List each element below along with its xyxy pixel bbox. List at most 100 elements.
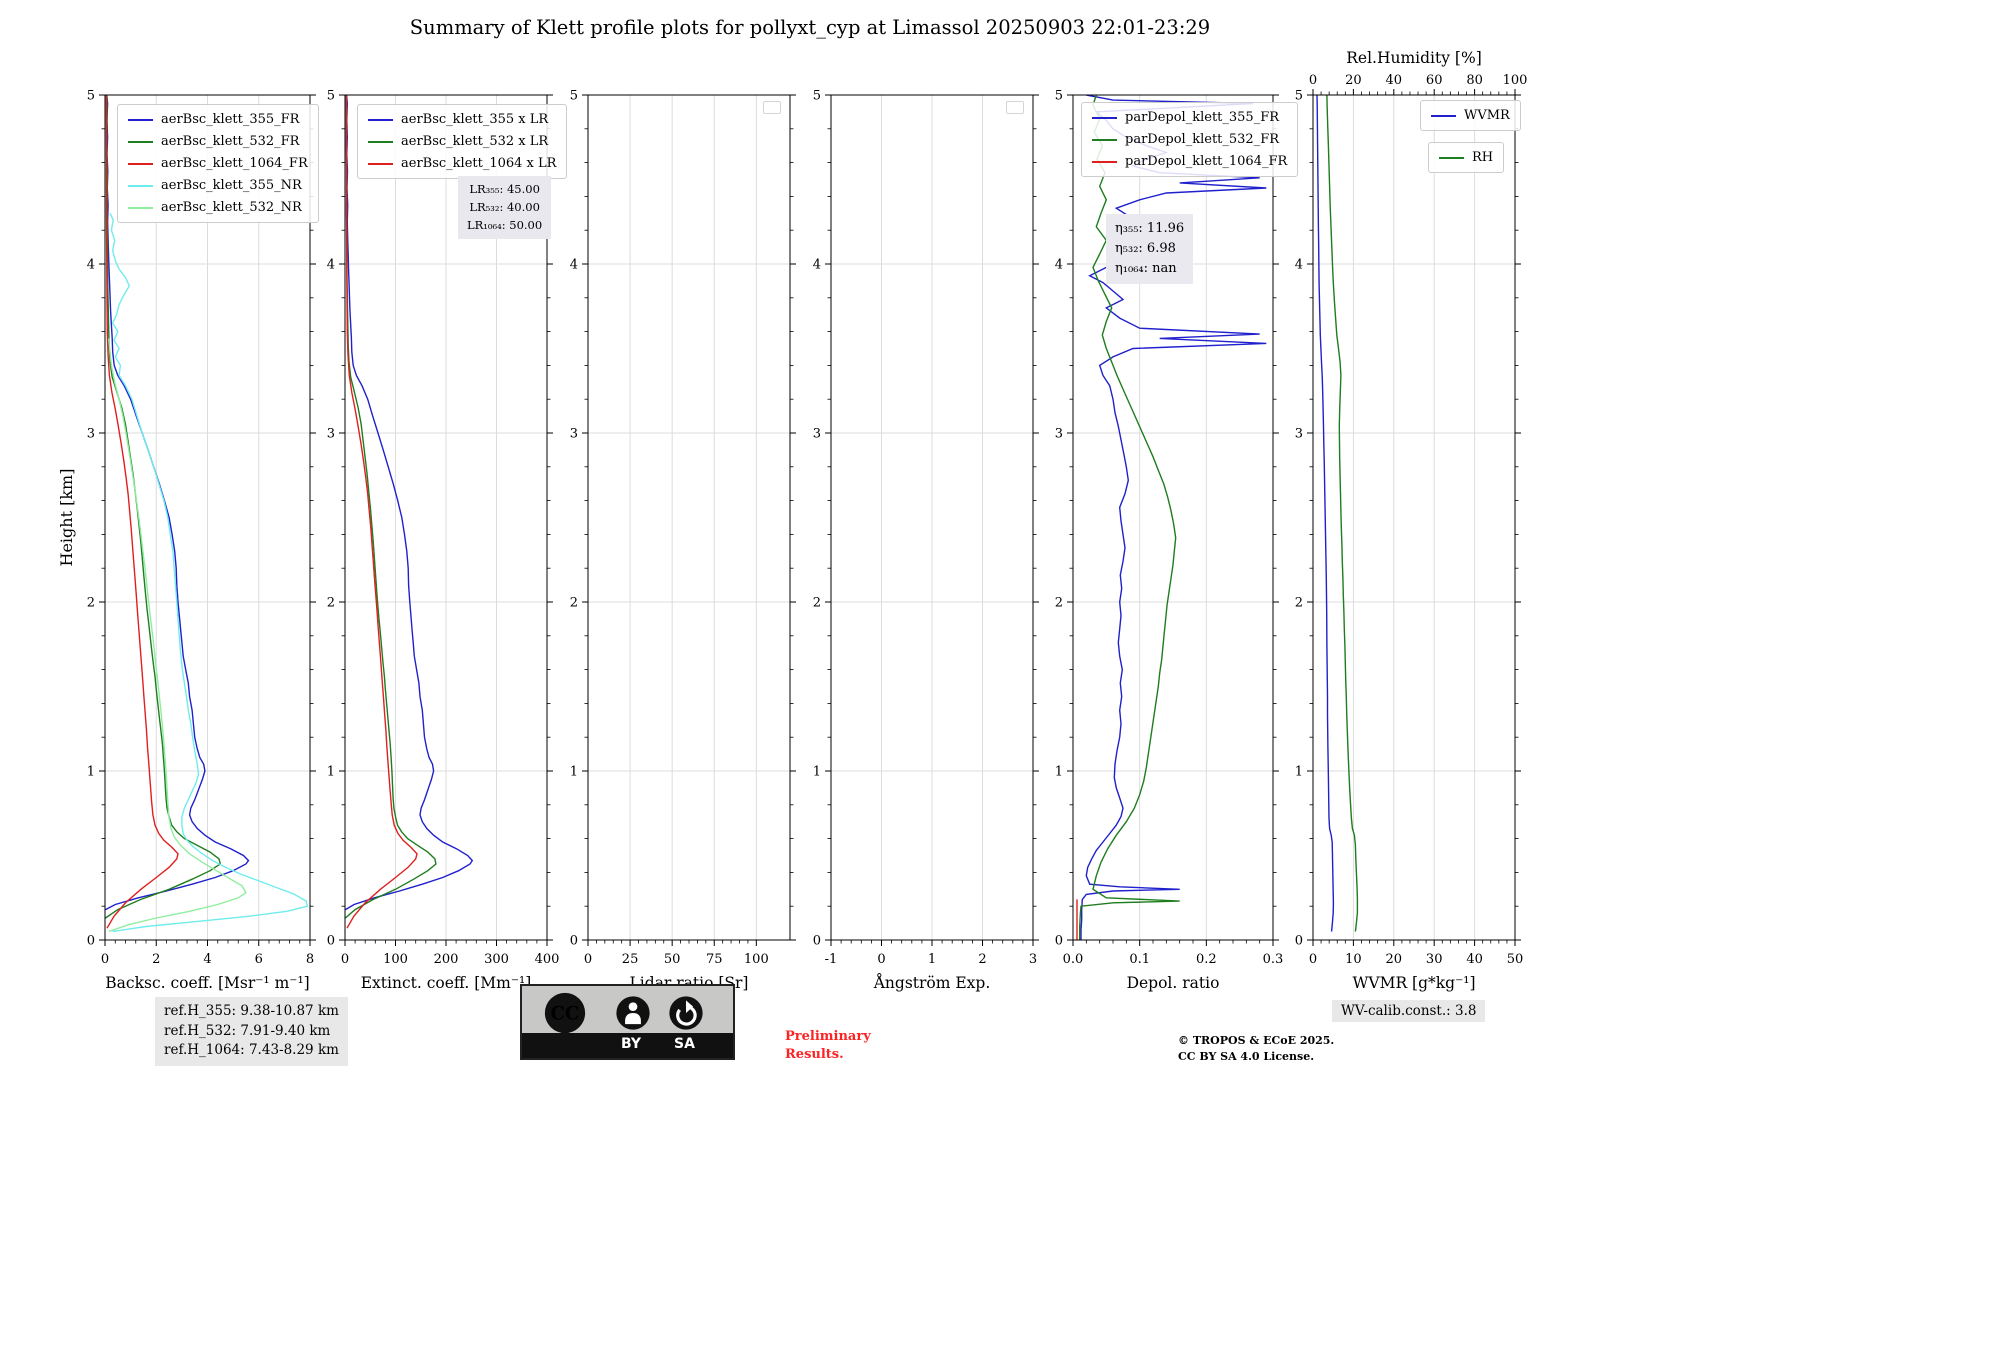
legend-entry: parDepol_klett_355_FR bbox=[1092, 109, 1287, 126]
legend-entry: aerBsc_klett_1064_FR bbox=[128, 155, 308, 172]
svg-text:3: 3 bbox=[1029, 952, 1037, 967]
svg-text:8: 8 bbox=[306, 952, 314, 967]
svg-text:3: 3 bbox=[813, 427, 821, 442]
legend-entry: aerBsc_klett_1064 x LR bbox=[368, 155, 556, 172]
legend-label: WVMR bbox=[1464, 108, 1510, 123]
legend-line-swatch bbox=[1092, 160, 1117, 163]
svg-text:2: 2 bbox=[152, 952, 160, 967]
svg-text:2: 2 bbox=[1295, 596, 1303, 611]
copyright-note: © TROPOS & ECoE 2025. CC BY SA 4.0 Licen… bbox=[1178, 1033, 1334, 1065]
svg-text:0.1: 0.1 bbox=[1129, 952, 1150, 967]
legend-extinction: aerBsc_klett_355 x LR aerBsc_klett_532 x … bbox=[357, 104, 568, 179]
cc-bar: BY SA bbox=[522, 1033, 733, 1058]
svg-text:20: 20 bbox=[1345, 73, 1362, 88]
legend-label: aerBsc_klett_355_FR bbox=[161, 112, 300, 127]
svg-text:0: 0 bbox=[101, 952, 109, 967]
svg-text:200: 200 bbox=[434, 952, 459, 967]
svg-text:4: 4 bbox=[327, 258, 335, 273]
svg-text:20: 20 bbox=[1386, 952, 1403, 967]
svg-text:100: 100 bbox=[383, 952, 408, 967]
legend-entry: WVMR bbox=[1431, 107, 1510, 124]
legend-line-swatch bbox=[128, 184, 153, 187]
svg-text:0: 0 bbox=[584, 952, 592, 967]
legend-line-swatch bbox=[1439, 156, 1464, 159]
svg-text:4: 4 bbox=[87, 258, 95, 273]
legend-entry: aerBsc_klett_532_NR bbox=[128, 199, 308, 216]
svg-text:0: 0 bbox=[813, 934, 821, 949]
svg-text:100: 100 bbox=[744, 952, 769, 967]
cc-sa-arrow-icon bbox=[669, 996, 703, 1030]
legend-label: parDepol_klett_1064_FR bbox=[1125, 154, 1288, 169]
legend-line-swatch bbox=[1092, 116, 1117, 119]
legend-label: parDepol_klett_355_FR bbox=[1125, 110, 1280, 125]
xlabel-wvmr: WVMR [g*kg⁻¹] bbox=[1352, 974, 1475, 992]
cc-by-person-icon bbox=[616, 996, 650, 1030]
xlabel-depol_ratio: Depol. ratio bbox=[1127, 974, 1220, 992]
svg-text:1: 1 bbox=[570, 765, 578, 780]
preliminary-note: Preliminary Results. bbox=[785, 1028, 871, 1063]
series-aerBsc_klett_355_FR bbox=[105, 95, 250, 911]
legend-line-swatch bbox=[1431, 114, 1456, 117]
legend-entry: parDepol_klett_532_FR bbox=[1092, 131, 1287, 148]
legend-label: RH bbox=[1472, 150, 1494, 165]
svg-text:50: 50 bbox=[664, 952, 681, 967]
legend-entry: aerBsc_klett_355_NR bbox=[128, 177, 308, 194]
svg-text:1: 1 bbox=[813, 765, 821, 780]
series-aerBsc_klett_532_NR bbox=[108, 338, 247, 933]
xlabel-backscatter: Backsc. coeff. [Msr⁻¹ m⁻¹] bbox=[105, 974, 309, 992]
svg-text:80: 80 bbox=[1466, 73, 1483, 88]
series-aerBsc_klett_1064_FR bbox=[105, 95, 179, 929]
series-parDepol_klett_355_FR bbox=[1080, 95, 1267, 940]
svg-text:4: 4 bbox=[1295, 258, 1303, 273]
cc-icon: CC bbox=[544, 992, 586, 1034]
legend-wvmr: WVMR bbox=[1420, 100, 1521, 131]
svg-text:0: 0 bbox=[1295, 934, 1303, 949]
legend-entry: parDepol_klett_1064_FR bbox=[1092, 153, 1287, 170]
svg-text:40: 40 bbox=[1466, 952, 1483, 967]
svg-text:5: 5 bbox=[87, 89, 95, 104]
legend-label: aerBsc_klett_532_FR bbox=[161, 134, 300, 149]
legend-entry: aerBsc_klett_532_FR bbox=[128, 133, 308, 150]
svg-text:CC: CC bbox=[551, 1004, 580, 1025]
series-WVMR bbox=[1316, 95, 1335, 932]
svg-text:3: 3 bbox=[1055, 427, 1063, 442]
wv-calib-note: WV-calib.const.: 3.8 bbox=[1332, 1000, 1486, 1022]
svg-text:5: 5 bbox=[813, 89, 821, 104]
svg-text:2: 2 bbox=[978, 952, 986, 967]
svg-text:5: 5 bbox=[1055, 89, 1063, 104]
preliminary-line1: Preliminary bbox=[785, 1029, 871, 1044]
ref-height-532: ref.H_532: 7.91-9.40 km bbox=[164, 1022, 331, 1039]
top-axis-label-wvmr: Rel.Humidity [%] bbox=[1346, 49, 1482, 67]
legend-line-swatch bbox=[128, 140, 153, 143]
svg-text:4: 4 bbox=[1055, 258, 1063, 273]
legend-empty-lidar-ratio bbox=[763, 101, 781, 114]
svg-text:1: 1 bbox=[1055, 765, 1063, 780]
eta-annotation: η₃₅₅: 11.96 η₅₃₂: 6.98 η₁₀₆₄: nan bbox=[1106, 214, 1194, 285]
svg-text:25: 25 bbox=[622, 952, 639, 967]
legend-label: aerBsc_klett_532 x LR bbox=[401, 134, 549, 149]
svg-text:100: 100 bbox=[1503, 73, 1528, 88]
svg-text:2: 2 bbox=[813, 596, 821, 611]
legend-line-swatch bbox=[1092, 138, 1117, 141]
legend-empty-angstrom bbox=[1006, 101, 1024, 114]
series-aerBsc_klett_355_NR bbox=[109, 213, 309, 933]
svg-text:0: 0 bbox=[87, 934, 95, 949]
copyright-line1: © TROPOS & ECoE 2025. bbox=[1178, 1034, 1335, 1047]
ref-height-355: ref.H_355: 9.38-10.87 km bbox=[164, 1003, 339, 1019]
eta-532-value: η₅₃₂: 6.98 bbox=[1115, 241, 1176, 257]
lr-532-value: LR₅₃₂: 40.00 bbox=[469, 199, 540, 214]
legend-entry: aerBsc_klett_355 x LR bbox=[368, 111, 556, 128]
svg-text:2: 2 bbox=[1055, 596, 1063, 611]
lr-1064-value: LR₁₀₆₄: 50.00 bbox=[467, 217, 543, 232]
svg-text:2: 2 bbox=[570, 596, 578, 611]
legend-line-swatch bbox=[368, 162, 393, 165]
legend-label: aerBsc_klett_355_NR bbox=[161, 178, 302, 193]
svg-text:60: 60 bbox=[1426, 73, 1443, 88]
legend-label: parDepol_klett_532_FR bbox=[1125, 132, 1280, 147]
series-aerBsc_klett_355_xLR bbox=[345, 95, 474, 911]
svg-text:3: 3 bbox=[327, 427, 335, 442]
legend-line-swatch bbox=[128, 118, 153, 121]
legend-line-swatch bbox=[368, 140, 393, 143]
svg-text:30: 30 bbox=[1426, 952, 1443, 967]
